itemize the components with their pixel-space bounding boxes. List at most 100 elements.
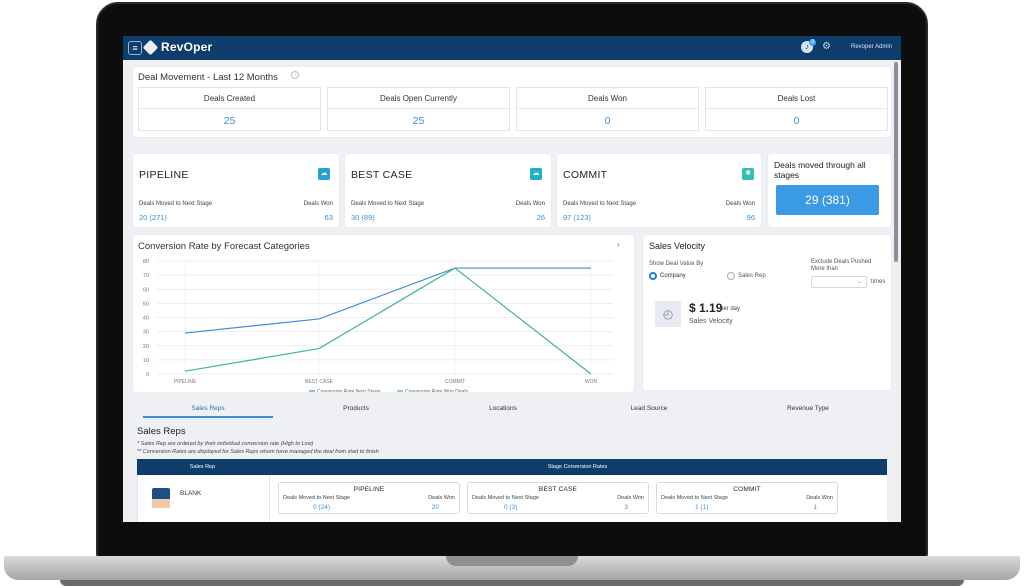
metric-value[interactable]: 25 xyxy=(412,115,425,127)
metric-value[interactable]: 0 xyxy=(793,115,800,127)
won-value[interactable]: 20 xyxy=(431,504,439,511)
stage-card-best-case: BEST CASE ☁ Deals Moved to Next Stage De… xyxy=(345,154,551,227)
stage-name: COMMIT xyxy=(733,486,761,493)
sales-velocity-title: Sales Velocity xyxy=(649,241,706,251)
divider xyxy=(328,108,509,109)
sales-reps-title: Sales Reps xyxy=(137,426,186,437)
rep-stage-best-case: BEST CASE Deals Moved to Next Stage Deal… xyxy=(467,482,649,514)
won-label: Deals Won xyxy=(303,201,333,207)
all-stages-title: Deals moved through all stages xyxy=(774,160,866,180)
laptop-foot xyxy=(60,580,964,586)
y-tick-label: 30 xyxy=(143,330,149,336)
app-logo[interactable]: RevOper xyxy=(142,39,213,55)
col-sales-rep: Sales Rep xyxy=(189,464,216,470)
won-label: Deals Won xyxy=(806,495,833,501)
moved-value[interactable]: 0 (3) xyxy=(504,504,518,511)
x-axis: PIPELINE BEST CASE COMMIT WON xyxy=(174,379,598,385)
moved-value[interactable]: 97 (123) xyxy=(563,213,591,222)
moved-label: Deals Moved to Next Stage xyxy=(661,495,728,501)
exclude-label-more: More than xyxy=(811,266,839,272)
radio-company[interactable] xyxy=(649,272,657,280)
won-value[interactable]: 96 xyxy=(746,213,755,222)
avatar xyxy=(152,488,170,508)
won-label: Deals Won xyxy=(725,201,755,207)
cloud-icon: ☁ xyxy=(530,168,542,180)
moved-value[interactable]: 1 (1) xyxy=(695,504,709,511)
won-label: Deals Won xyxy=(617,495,644,501)
y-tick-label: 70 xyxy=(143,273,149,279)
y-axis: 80 70 60 50 40 30 20 10 0 xyxy=(143,259,149,378)
divider xyxy=(269,475,270,522)
moved-label: Deals Moved to Next Stage xyxy=(139,201,213,207)
conversion-rate-chart: 80 70 60 50 40 30 20 10 0 PIPELINE BEST CASE COMMI… xyxy=(143,259,613,392)
deal-movement-title: Deal Movement - Last 12 Months xyxy=(138,72,278,83)
moved-value[interactable]: 20 (271) xyxy=(139,213,167,222)
moved-value[interactable]: 30 (89) xyxy=(351,213,375,222)
tab-locations[interactable]: Locations xyxy=(489,405,517,412)
won-value[interactable]: 63 xyxy=(324,213,333,222)
moved-value[interactable]: 0 (24) xyxy=(313,504,330,511)
metric-deals-created: Deals Created 25 xyxy=(138,87,321,131)
stage-name: PIPELINE xyxy=(139,169,189,181)
legend-label: Conversion Rate Next Stage xyxy=(317,389,381,392)
scrollbar[interactable] xyxy=(894,62,898,262)
y-tick-label: 50 xyxy=(143,301,149,307)
divider xyxy=(139,108,320,109)
moved-label: Deals Moved to Next Stage xyxy=(283,495,350,501)
tab-sales-reps[interactable]: Sales Reps xyxy=(191,405,225,412)
breakdown-tabs: Sales Reps Products Locations Lead Sourc… xyxy=(133,402,881,418)
divider xyxy=(517,108,698,109)
chart-title: Conversion Rate by Forecast Categories xyxy=(138,241,310,252)
sales-reps-table-header: Sales Rep Stage Conversion Rates xyxy=(137,459,887,475)
metric-deals-won: Deals Won 0 xyxy=(516,87,699,131)
velocity-caption: Sales Velocity xyxy=(689,318,733,325)
notification-badge: 3 xyxy=(809,39,816,46)
all-stages-value[interactable]: 29 (381) xyxy=(776,185,879,215)
y-tick-label: 60 xyxy=(143,287,149,293)
metric-label: Deals Created xyxy=(203,94,256,103)
info-icon[interactable]: i xyxy=(291,71,299,79)
speedometer-icon: ◴ xyxy=(655,301,681,327)
radio-company-label[interactable]: Company xyxy=(660,273,686,279)
metric-value[interactable]: 25 xyxy=(223,115,236,127)
metric-deals-lost: Deals Lost 0 xyxy=(705,87,888,131)
velocity-per-day: per day xyxy=(720,306,741,312)
menu-icon[interactable]: ≡ xyxy=(128,41,142,55)
chart-grid xyxy=(157,260,613,375)
won-label: Deals Won xyxy=(428,495,455,501)
x-tick-label: BEST CASE xyxy=(305,379,334,385)
won-value[interactable]: 3 xyxy=(624,504,628,511)
radio-sales-rep-label[interactable]: Sales Rep xyxy=(738,273,766,279)
tab-products[interactable]: Products xyxy=(343,405,369,412)
moved-label: Deals Moved to Next Stage xyxy=(563,201,637,207)
rep-stage-commit: COMMIT Deals Moved to Next Stage Deals W… xyxy=(656,482,838,514)
top-bar: ≡ RevOper ♪ 3 ⚙ Revoper Admin xyxy=(123,36,901,60)
cloud-icon: ☁ xyxy=(318,168,330,180)
won-value[interactable]: 26 xyxy=(536,213,545,222)
all-stages-card: Deals moved through all stages 29 (381) xyxy=(768,154,891,227)
radio-sales-rep[interactable] xyxy=(727,272,735,280)
y-tick-label: 0 xyxy=(146,372,149,378)
stage-card-commit: COMMIT ✺ Deals Moved to Next Stage Deals… xyxy=(557,154,761,227)
moved-label: Deals Moved to Next Stage xyxy=(351,201,425,207)
metric-value[interactable]: 0 xyxy=(604,115,611,127)
tab-lead-source[interactable]: Lead Source xyxy=(630,405,668,412)
exclude-label: Exclude Deals Pushed xyxy=(811,259,872,265)
legend-label: Conversion Rate Won Deals xyxy=(405,389,468,392)
logo-text: RevOper xyxy=(161,40,213,54)
user-name[interactable]: Revoper Admin xyxy=(851,44,893,50)
tab-revenue-type[interactable]: Revenue Type xyxy=(787,405,829,412)
gear-icon[interactable]: ⚙ xyxy=(822,41,831,52)
chart-lines xyxy=(184,267,592,375)
won-value[interactable]: 1 xyxy=(813,504,817,511)
stage-card-pipeline: PIPELINE ☁ Deals Moved to Next Stage Dea… xyxy=(133,154,339,227)
chevron-right-icon[interactable]: › xyxy=(617,240,620,249)
x-tick-label: PIPELINE xyxy=(174,379,197,385)
exclude-times-select[interactable]: ⌄ xyxy=(811,276,867,288)
moved-label: Deals Moved to Next Stage xyxy=(472,495,539,501)
metric-label: Deals Won xyxy=(588,94,627,103)
sales-velocity-card: Sales Velocity Show Deal Value By Compan… xyxy=(643,235,891,390)
table-row[interactable]: BLANK PIPELINE Deals Moved to Next Stage… xyxy=(137,475,887,522)
y-tick-label: 20 xyxy=(143,344,149,350)
rep-name: BLANK xyxy=(180,490,202,497)
